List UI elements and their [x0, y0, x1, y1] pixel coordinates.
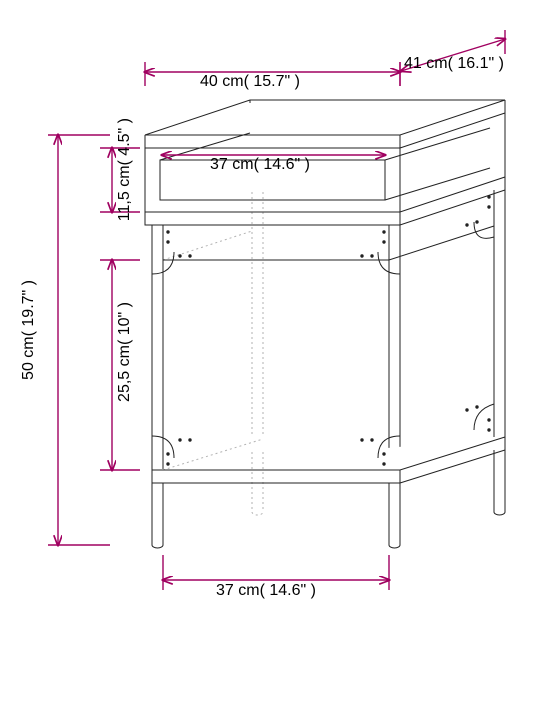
label-bottom-width: 37 cm( 14.6" ) — [216, 582, 316, 600]
label-height-upper: 11,5 cm( 4.5" ) — [116, 118, 134, 221]
label-top-depth: 41 cm( 16.1" ) — [404, 55, 504, 73]
label-height-lower: 25,5 cm( 10" ) — [116, 302, 134, 402]
label-height-total: 50 cm( 19.7" ) — [20, 280, 38, 380]
label-inner-top: 37 cm( 14.6" ) — [210, 156, 310, 174]
diagram-svg — [0, 0, 540, 720]
label-top-width: 40 cm( 15.7" ) — [200, 73, 300, 91]
furniture-outline — [145, 100, 505, 548]
diagram-canvas: 40 cm( 15.7" ) 41 cm( 16.1" ) 37 cm( 14.… — [0, 0, 540, 720]
